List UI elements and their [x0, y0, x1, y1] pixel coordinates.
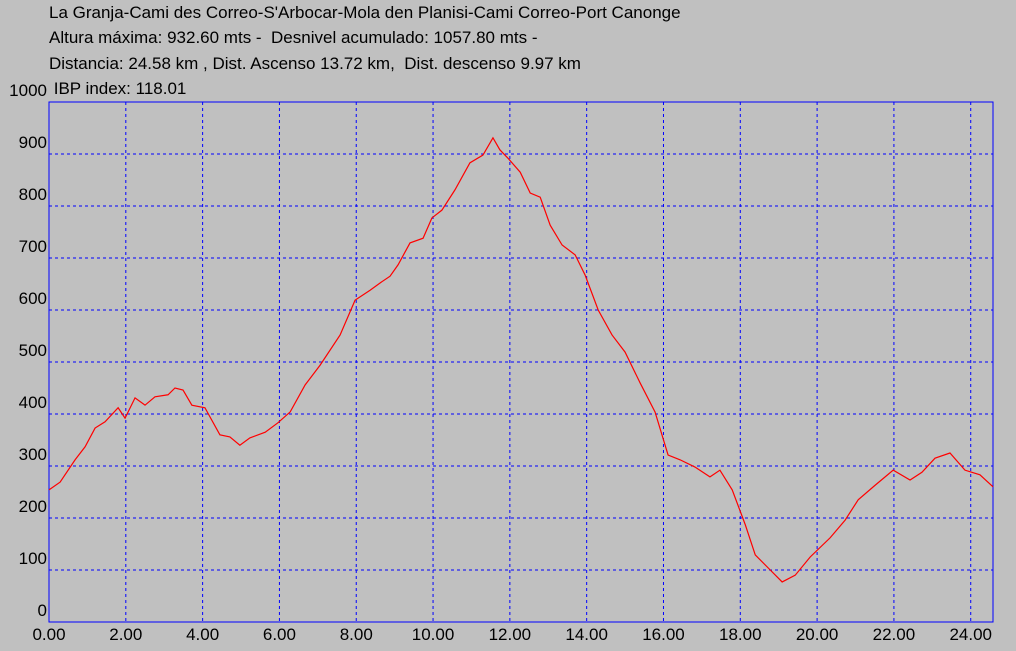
elevation-line — [48, 136, 994, 583]
y-tick-label: 700 — [19, 237, 47, 256]
x-tick-label: 22.00 — [873, 625, 916, 644]
x-tick-label: 0.00 — [32, 625, 65, 644]
y-tick-label: 500 — [19, 341, 47, 360]
x-tick-label: 20.00 — [796, 625, 839, 644]
x-tick-label: 18.00 — [719, 625, 762, 644]
info-line: Altura máxima: 932.60 mts - Desnivel acu… — [49, 28, 538, 47]
y-tick-label: 1000 — [9, 81, 47, 100]
y-tick-label: 300 — [19, 445, 47, 464]
y-tick-label: 800 — [19, 185, 47, 204]
x-tick-label: 6.00 — [263, 625, 296, 644]
y-tick-label: 0 — [38, 601, 47, 620]
y-tick-label: 900 — [19, 133, 47, 152]
y-tick-label: 100 — [19, 549, 47, 568]
y-tick-label: 200 — [19, 497, 47, 516]
x-tick-label: 14.00 — [565, 625, 608, 644]
x-tick-label: 4.00 — [186, 625, 219, 644]
x-tick-label: 8.00 — [340, 625, 373, 644]
info-line: Distancia: 24.58 km , Dist. Ascenso 13.7… — [49, 54, 581, 73]
y-tick-label: 400 — [19, 393, 47, 412]
plot-border — [48, 101, 994, 623]
x-tick-label: 24.00 — [949, 625, 992, 644]
x-tick-label: 10.00 — [412, 625, 455, 644]
x-tick-label: 12.00 — [489, 625, 532, 644]
chart-title: La Granja-Cami des Correo-S'Arbocar-Mola… — [49, 3, 681, 22]
y-tick-label: 600 — [19, 289, 47, 308]
x-tick-label: 16.00 — [642, 625, 685, 644]
info-line: IBP index: 118.01 — [49, 79, 186, 98]
x-tick-label: 2.00 — [109, 625, 142, 644]
